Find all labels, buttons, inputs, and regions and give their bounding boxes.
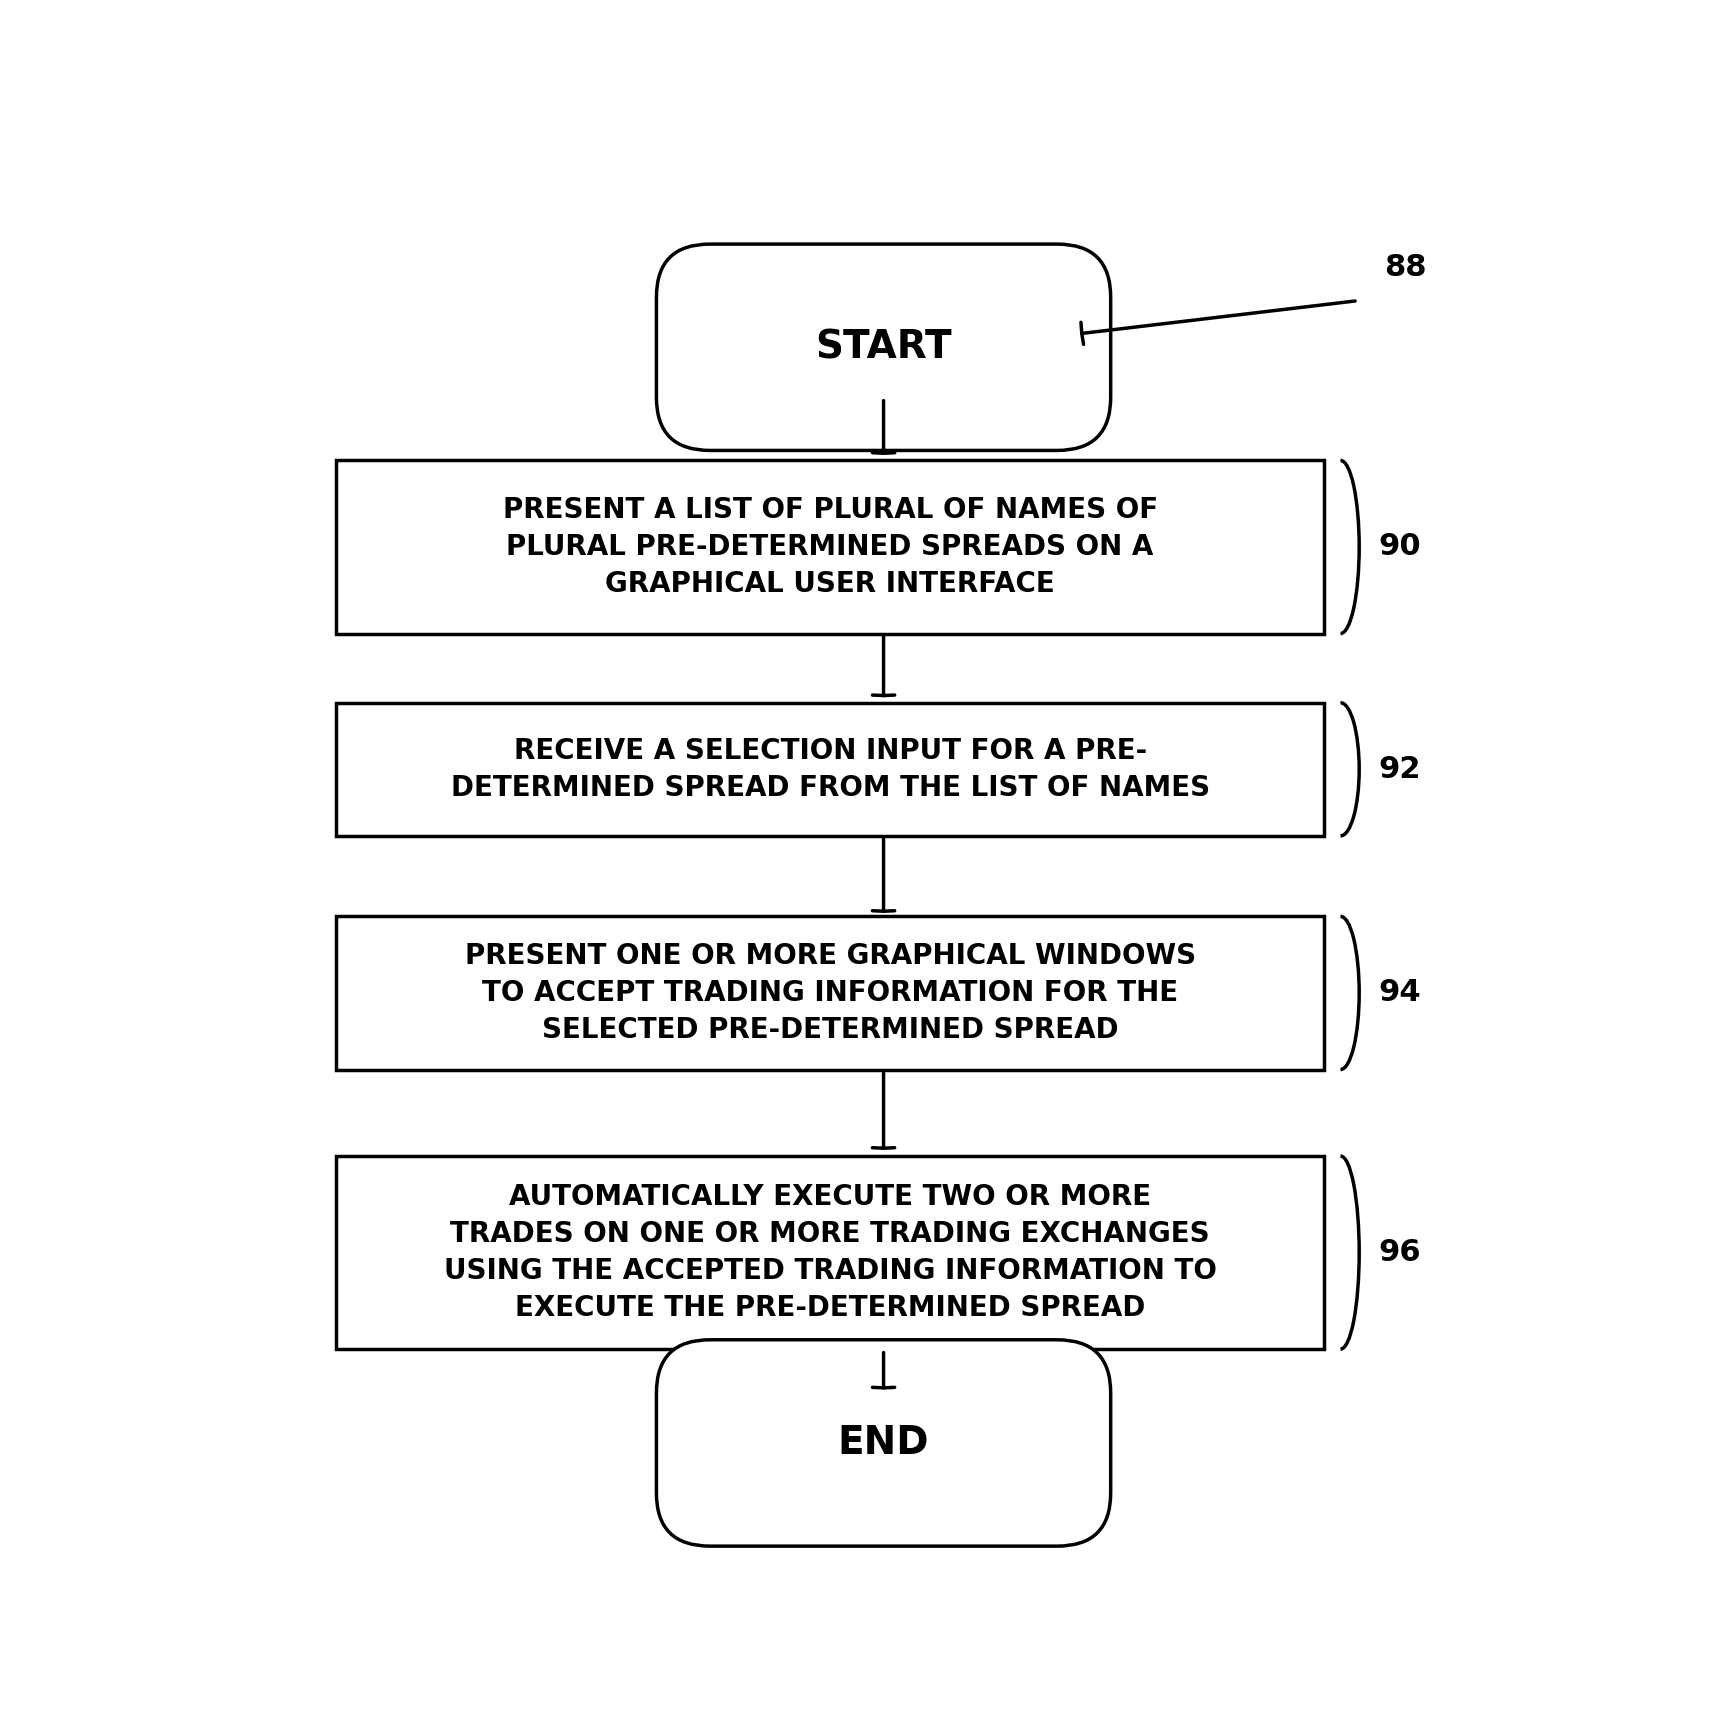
- FancyBboxPatch shape: [336, 460, 1323, 633]
- FancyBboxPatch shape: [656, 1340, 1110, 1546]
- Text: START: START: [815, 329, 951, 367]
- FancyBboxPatch shape: [336, 1157, 1323, 1349]
- Text: RECEIVE A SELECTION INPUT FOR A PRE-
DETERMINED SPREAD FROM THE LIST OF NAMES: RECEIVE A SELECTION INPUT FOR A PRE- DET…: [450, 737, 1210, 802]
- FancyBboxPatch shape: [656, 244, 1110, 451]
- Text: 96: 96: [1377, 1238, 1420, 1267]
- Text: AUTOMATICALLY EXECUTE TWO OR MORE
TRADES ON ONE OR MORE TRADING EXCHANGES
USING : AUTOMATICALLY EXECUTE TWO OR MORE TRADES…: [443, 1183, 1216, 1321]
- Text: PRESENT ONE OR MORE GRAPHICAL WINDOWS
TO ACCEPT TRADING INFORMATION FOR THE
SELE: PRESENT ONE OR MORE GRAPHICAL WINDOWS TO…: [463, 942, 1196, 1044]
- Text: 88: 88: [1384, 252, 1427, 282]
- FancyBboxPatch shape: [336, 916, 1323, 1070]
- Text: 94: 94: [1377, 979, 1420, 1008]
- Text: END: END: [837, 1425, 929, 1463]
- Text: 90: 90: [1377, 533, 1420, 562]
- Text: 92: 92: [1377, 756, 1420, 783]
- Text: PRESENT A LIST OF PLURAL OF NAMES OF
PLURAL PRE-DETERMINED SPREADS ON A
GRAPHICA: PRESENT A LIST OF PLURAL OF NAMES OF PLU…: [501, 496, 1158, 598]
- FancyBboxPatch shape: [336, 702, 1323, 835]
